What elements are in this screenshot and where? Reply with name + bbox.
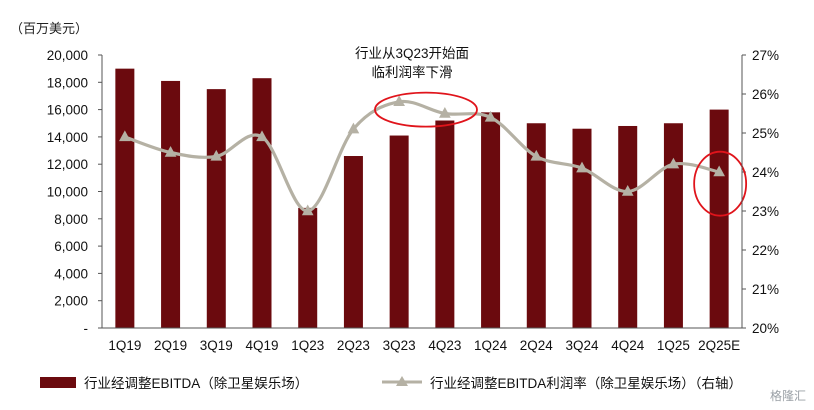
left-axis-ticks: - 2,000 4,000 6,000 8,000 10,000 12,000 14,000 1… — [47, 48, 102, 336]
left-axis-tick-label: 12,000 — [47, 157, 88, 172]
left-axis-tick-label: 6,000 — [54, 239, 88, 254]
line-point — [210, 149, 223, 161]
annotation-line-1: 行业从3Q23开始面 — [354, 46, 470, 61]
legend-line-swatch — [382, 376, 422, 386]
right-axis-ticks: 20% 21% 22% 23% 24% 25% 26% 27% — [742, 48, 779, 336]
bar — [435, 120, 455, 329]
right-axis-tick-label: 22% — [752, 243, 779, 258]
right-axis-tick-label: 20% — [752, 321, 779, 336]
legend-line-label: 行业经调整EBITDA利润率（除卫星娱乐场）（右轴） — [430, 376, 743, 391]
line-point — [347, 122, 360, 134]
x-axis-category-label: 4Q19 — [245, 338, 278, 353]
x-axis-category-label: 2Q23 — [337, 338, 370, 353]
annotation-line-2: 临利润率下滑 — [371, 65, 453, 80]
highlight-ellipses — [374, 91, 748, 217]
x-axis-category-label: 1Q24 — [474, 338, 508, 353]
legend-bar-label: 行业经调整EBITDA（除卫星娱乐场） — [84, 376, 309, 391]
margin-line — [124, 99, 720, 213]
left-axis-tick-label: 10,000 — [47, 185, 88, 200]
bar — [115, 68, 135, 329]
right-axis-tick-label: 26% — [752, 87, 779, 102]
bar — [389, 135, 409, 328]
x-axis-category-label: 1Q23 — [291, 338, 324, 353]
watermark-logo: 格隆汇 — [769, 389, 806, 403]
bar — [572, 128, 592, 328]
right-axis-tick-label: 27% — [752, 48, 779, 63]
right-axis-tick-label: 25% — [752, 126, 779, 141]
line-point — [301, 204, 314, 216]
right-axis-tick-label: 24% — [752, 165, 779, 180]
line-point — [576, 161, 588, 173]
legend-item-line: 行业经调整EBITDA利润率（除卫星娱乐场）（右轴） — [380, 372, 742, 392]
highlight-ellipse — [374, 91, 478, 128]
left-axis-tick-label: 14,000 — [47, 130, 88, 145]
left-axis-tick-label: 8,000 — [54, 212, 88, 227]
left-axis-tick-label: 16,000 — [47, 103, 88, 118]
left-axis-tick-label: - — [84, 321, 89, 336]
x-axis-category-label: 2Q24 — [520, 338, 554, 353]
x-axis-category-label: 4Q24 — [611, 338, 645, 353]
legend-item-bar: 行业经调整EBITDA（除卫星娱乐场） — [40, 372, 308, 392]
bar — [298, 207, 318, 328]
legend-bar-swatch — [40, 376, 76, 388]
line-point — [530, 149, 543, 161]
bar — [343, 156, 363, 328]
axes — [101, 55, 743, 329]
x-axis-category-label: 4Q23 — [428, 338, 461, 353]
x-axis-category-label: 3Q23 — [383, 338, 416, 353]
line-point — [713, 165, 725, 177]
x-axis-category-label: 2Q25E — [698, 338, 740, 353]
line-point — [484, 110, 497, 122]
annotation-text: 行业从3Q23开始面 临利润率下滑 — [352, 44, 472, 82]
line-point — [256, 130, 268, 142]
left-axis-tick-label: 2,000 — [54, 294, 88, 309]
line-point — [667, 157, 680, 169]
line-point — [119, 130, 131, 142]
bar — [252, 78, 272, 328]
bar — [481, 112, 501, 328]
x-axis-category-label: 3Q19 — [200, 338, 233, 353]
category-labels: 1Q19 2Q19 3Q19 4Q19 1Q23 2Q23 3Q23 4Q23 1Q24 2Q24… — [108, 338, 740, 353]
line-series — [119, 95, 725, 216]
line-point — [393, 95, 405, 107]
right-axis-tick-label: 21% — [752, 282, 779, 297]
bar — [206, 89, 226, 328]
bar — [161, 80, 181, 328]
left-axis-tick-label: 20,000 — [47, 48, 88, 63]
highlight-ellipse — [693, 150, 748, 217]
x-axis-category-label: 2Q19 — [154, 338, 187, 353]
line-point — [164, 146, 177, 157]
left-axis-tick-label: 4,000 — [54, 266, 88, 281]
right-axis-tick-label: 23% — [752, 204, 779, 219]
x-axis-category-label: 3Q24 — [565, 338, 599, 353]
bar — [663, 123, 683, 328]
line-point — [439, 107, 451, 118]
bar — [709, 109, 729, 328]
bar — [618, 125, 638, 328]
line-point — [621, 185, 634, 196]
y-axis-unit-label: （百万美元） — [10, 21, 89, 36]
bar-series — [115, 68, 729, 329]
x-axis-category-label: 1Q19 — [108, 338, 141, 353]
x-axis-category-label: 1Q25 — [657, 338, 690, 353]
bar — [526, 123, 546, 328]
left-axis-tick-label: 18,000 — [47, 75, 88, 90]
